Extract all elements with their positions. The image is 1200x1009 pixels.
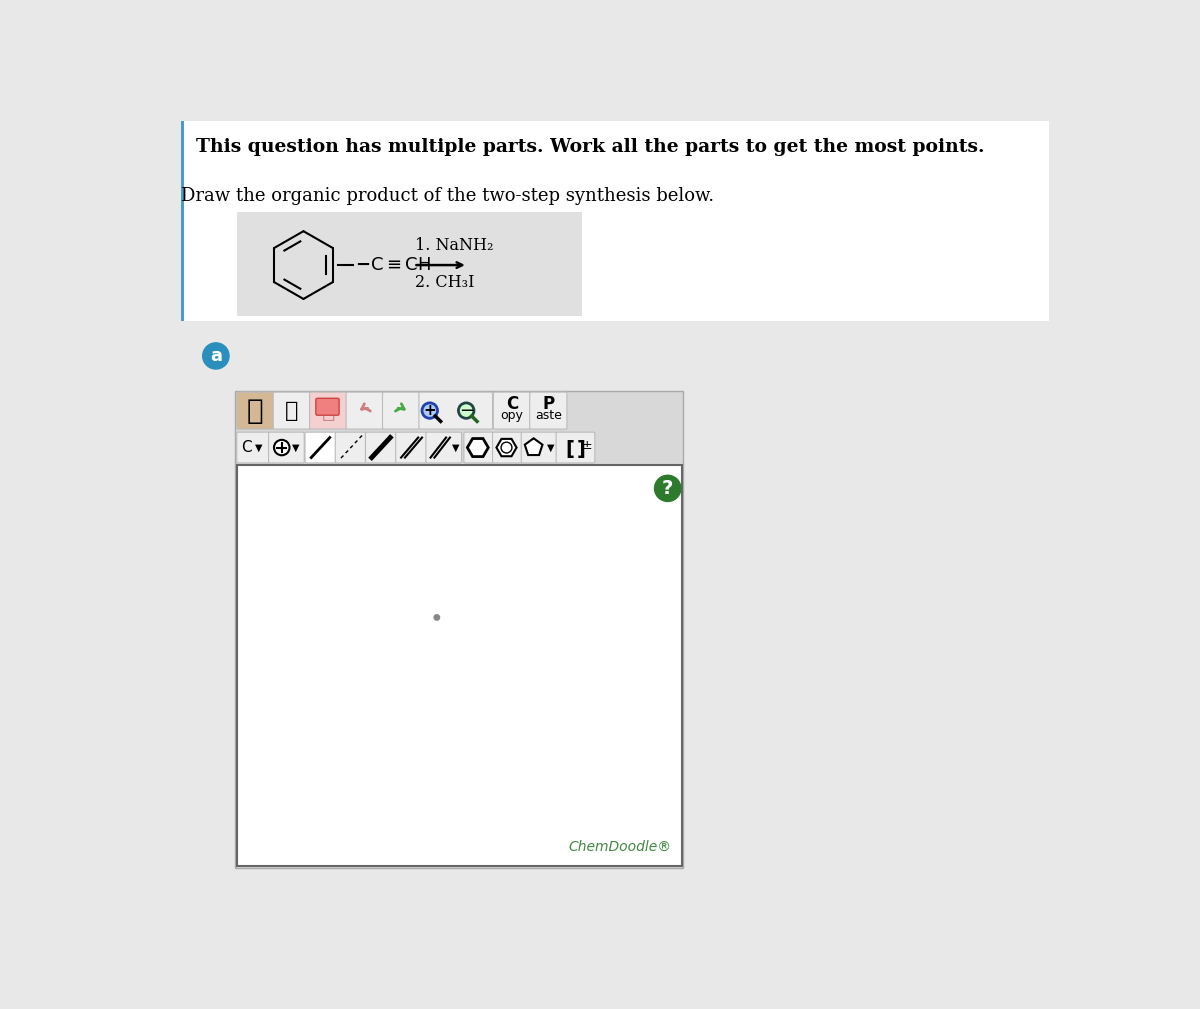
Text: ✋: ✋ [247, 397, 264, 425]
Text: Draw the organic product of the two-step synthesis below.: Draw the organic product of the two-step… [181, 187, 714, 205]
Circle shape [502, 442, 512, 453]
Text: −: − [458, 402, 474, 420]
FancyBboxPatch shape [396, 432, 427, 463]
Bar [236, 212, 582, 316]
FancyBboxPatch shape [521, 432, 557, 463]
Text: ▼: ▼ [292, 443, 300, 453]
Text: C: C [241, 440, 252, 455]
Text: aste: aste [535, 409, 562, 422]
Circle shape [654, 475, 680, 501]
Bar [236, 465, 682, 866]
FancyBboxPatch shape [269, 432, 305, 463]
Bar [181, 121, 184, 321]
Circle shape [203, 343, 229, 369]
FancyBboxPatch shape [316, 399, 340, 416]
Text: ▼: ▼ [547, 443, 554, 453]
Text: C: C [506, 396, 518, 414]
FancyBboxPatch shape [383, 393, 420, 429]
FancyBboxPatch shape [335, 432, 366, 463]
Text: 2. CH₃I: 2. CH₃I [415, 274, 474, 292]
FancyBboxPatch shape [419, 393, 492, 429]
Text: 🗑: 🗑 [322, 401, 335, 421]
Circle shape [274, 440, 289, 455]
Circle shape [458, 403, 474, 419]
Circle shape [434, 614, 439, 621]
FancyBboxPatch shape [274, 393, 311, 429]
FancyBboxPatch shape [426, 432, 462, 463]
Text: $\mathbf{-}$C$\equiv$CH: $\mathbf{-}$C$\equiv$CH [355, 256, 431, 274]
Text: ±: ± [582, 439, 593, 452]
Text: a: a [210, 347, 222, 365]
Text: 🧪: 🧪 [286, 401, 299, 421]
FancyBboxPatch shape [366, 432, 396, 463]
Text: ?: ? [662, 479, 673, 497]
FancyBboxPatch shape [305, 432, 336, 463]
Text: [: [ [565, 440, 575, 459]
FancyBboxPatch shape [310, 393, 347, 429]
Text: +: + [424, 404, 436, 418]
Bar [235, 390, 683, 868]
Text: opy: opy [500, 409, 523, 422]
Text: ▼: ▼ [254, 443, 263, 453]
FancyBboxPatch shape [492, 432, 522, 463]
Text: ▼: ▼ [451, 443, 460, 453]
FancyBboxPatch shape [236, 432, 269, 463]
Text: P: P [542, 396, 554, 414]
Text: ]: ] [576, 440, 586, 459]
Text: 1. NaNH₂: 1. NaNH₂ [415, 236, 493, 253]
FancyBboxPatch shape [236, 393, 274, 429]
FancyBboxPatch shape [493, 393, 530, 429]
FancyBboxPatch shape [556, 432, 595, 463]
FancyBboxPatch shape [529, 393, 566, 429]
Circle shape [422, 403, 438, 419]
Bar [181, 121, 1049, 321]
Text: ChemDoodle®: ChemDoodle® [569, 840, 672, 855]
FancyBboxPatch shape [346, 393, 383, 429]
Text: This question has multiple parts. Work all the parts to get the most points.: This question has multiple parts. Work a… [197, 138, 985, 156]
FancyBboxPatch shape [464, 432, 493, 463]
